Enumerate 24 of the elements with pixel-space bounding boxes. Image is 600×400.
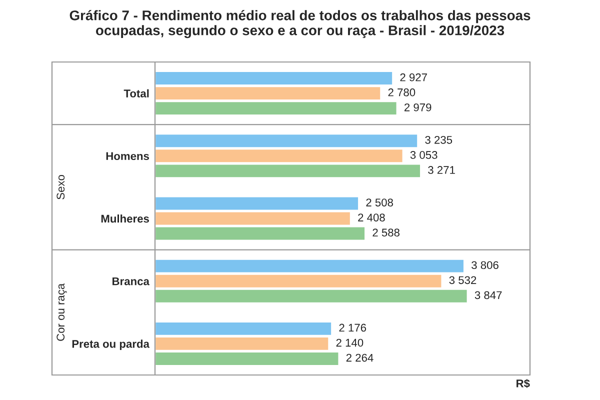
y-tick-label: Mulheres [101,214,149,223]
y-tick-label: Preta ou parda [72,340,150,350]
y-tick-label: Homens [106,152,149,160]
data-label: 2 508 [366,198,393,206]
x-axis-title: R$ [516,378,530,388]
data-label: 2 408 [358,214,385,222]
data-label: 2 780 [388,88,416,96]
data-label: 3 532 [449,276,476,284]
data-label: 3 235 [425,136,452,144]
text: Cor ou raça [56,283,67,341]
data-label: 2 927 [400,73,427,82]
data-label: 3 271 [428,166,455,174]
data-label: 2 140 [336,338,364,347]
chart-title: Gráfico 7 - Rendimento médio real de todos os trabalhos das pessoas ocupadas, segundo o sexo e a cor ou raça - Brasil - 2019/2023 [70,10,530,38]
y-tick-label: Branca [112,277,150,286]
data-label: 3 806 [472,261,498,270]
data-label: 3 847 [474,291,502,300]
y-tick-label: Total [124,89,149,98]
data-label: 2 264 [346,354,374,362]
data-label: 3 053 [410,151,438,159]
text: Sexo [56,175,65,200]
data-label: 2 979 [404,103,432,112]
data-label: 2 588 [372,228,400,237]
data-label: 2 176 [339,324,366,332]
